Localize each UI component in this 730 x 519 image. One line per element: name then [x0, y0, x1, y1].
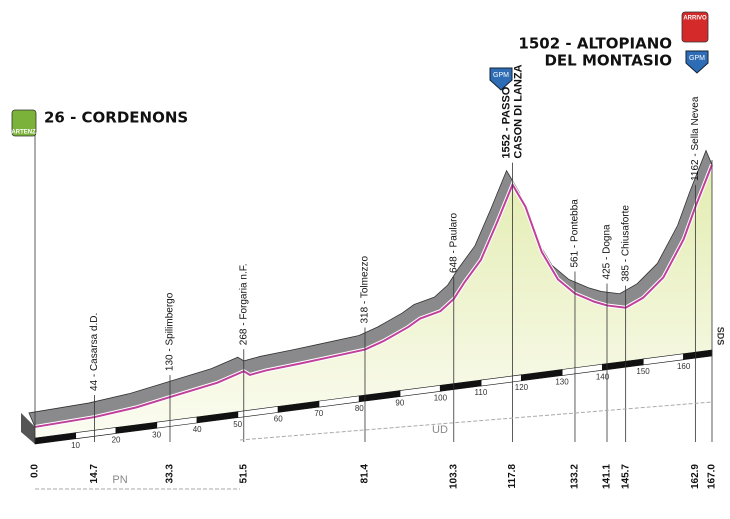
icon-box	[11, 109, 37, 137]
waypoint-label: 1552 - PASSO	[500, 86, 512, 158]
waypoint-label: 44 - Casarsa d.D.	[89, 313, 100, 391]
icon-label: GPM	[493, 72, 509, 79]
waypoint-label: 1162 - Sella Nevea	[690, 96, 701, 181]
km-label: 117.8	[507, 464, 518, 489]
waypoint-label: 130 - Spilimbergo	[165, 292, 176, 371]
km-label: 33.3	[165, 464, 176, 484]
km-label: 51.5	[238, 464, 249, 484]
km-label: 103.3	[448, 464, 459, 489]
front-face	[21, 412, 35, 444]
waypoint-label: 425 - Dogna	[602, 224, 613, 279]
road-line	[34, 164, 713, 428]
km-label: 133.2	[570, 464, 581, 489]
region-label: UD	[432, 424, 448, 436]
waypoint-label: 268 - Forgaria n.F.	[238, 263, 249, 345]
x-tick-label: 50	[233, 420, 242, 429]
x-tick-label: 40	[193, 425, 202, 434]
gpm-pointer	[685, 50, 709, 74]
x-tick-label: 160	[677, 362, 691, 371]
km-label: 167.0	[707, 464, 718, 489]
km-label: 0.0	[30, 464, 41, 478]
icon-label: GPM	[689, 55, 705, 62]
profile-fill	[35, 164, 712, 439]
icon-box	[681, 11, 709, 43]
region-line	[239, 401, 713, 441]
x-tick-label: 130	[555, 378, 569, 387]
waypoint-label: CASON DI LANZA	[512, 64, 524, 158]
x-tick-label: 110	[475, 388, 488, 397]
x-tick-label: 60	[274, 414, 283, 423]
waypoint-label: 648 - Paularo	[448, 213, 459, 273]
region-label: PN	[112, 474, 127, 486]
x-tick-label: 70	[314, 409, 323, 418]
km-label: 81.4	[360, 464, 371, 484]
km-label: 145.7	[620, 464, 631, 489]
x-tick-label: 80	[355, 404, 364, 413]
x-tick-label: 30	[152, 430, 161, 439]
finish-label: DEL MONTASIO	[544, 52, 672, 70]
icon-label: ARRIVO	[683, 16, 707, 22]
x-tick-label: 120	[515, 383, 529, 392]
x-tick-label: 10	[71, 441, 80, 450]
finish-label: 1502 - ALTOPIANO	[518, 35, 672, 53]
x-tick-label: 150	[636, 367, 650, 376]
gpm-pointer	[489, 67, 513, 91]
icon-label: PARTENZA	[8, 130, 41, 136]
region-label: SDS	[716, 327, 726, 346]
waypoint-label: 561 - Pontebba	[570, 199, 581, 268]
waypoint-label: 385 - Chiusaforte	[620, 205, 631, 282]
x-tick-label: 140	[596, 372, 610, 381]
x-tick-label: 20	[112, 436, 121, 445]
km-label: 162.9	[690, 464, 701, 489]
km-label: 141.1	[602, 464, 613, 489]
x-tick-label: 90	[395, 399, 404, 408]
start-label: 26 - CORDENONS	[44, 109, 188, 127]
waypoint-label: 318 - Tolmezzo	[360, 255, 371, 323]
km-label: 14.7	[89, 464, 100, 484]
x-tick-label: 100	[434, 393, 448, 402]
